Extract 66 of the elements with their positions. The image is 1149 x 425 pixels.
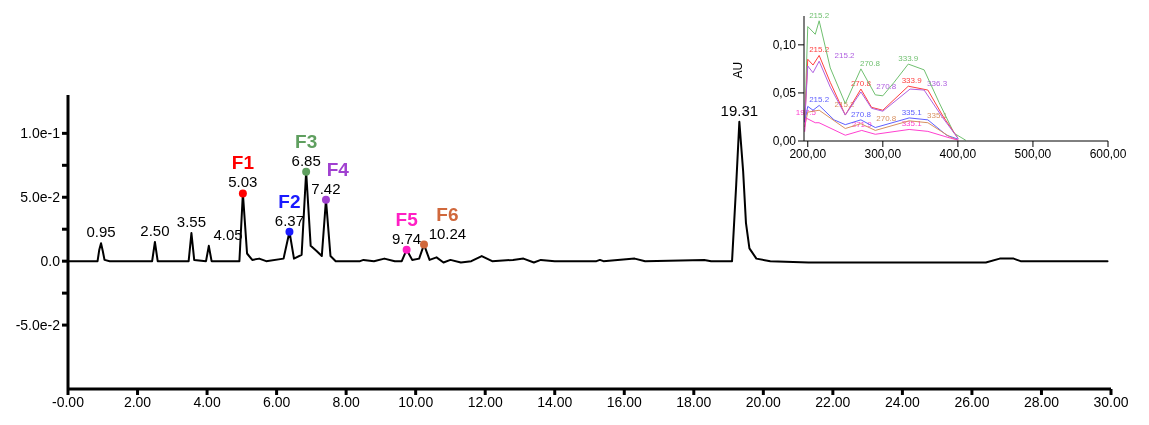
x-tick-label: 300,00 — [864, 146, 902, 161]
x-tick-label: 28.00 — [1023, 393, 1060, 410]
annotation: 6.37 — [274, 211, 305, 229]
annotation: 333.9 — [898, 54, 919, 64]
annotation: 215.2 — [809, 10, 830, 20]
x-tick-label: 30.00 — [1093, 393, 1129, 410]
annotation: 215.2 — [809, 95, 830, 105]
annotation: 215.2 — [834, 51, 856, 61]
annotation: 9.74 — [392, 229, 422, 247]
annotation: 333.9 — [901, 76, 923, 86]
series-label: F4 — [326, 158, 350, 180]
annotation: 270.8 — [876, 113, 897, 123]
point — [402, 245, 411, 254]
annotation: 5.03 — [228, 173, 258, 191]
series-label: F1 — [231, 152, 255, 174]
x-tick-label: 4.00 — [193, 393, 221, 410]
point — [285, 227, 294, 236]
x-tick-label: 24.00 — [884, 393, 921, 410]
annotation: 270.8 — [850, 79, 872, 89]
series-label: F2 — [278, 190, 301, 212]
y-axis-title: AU — [731, 61, 746, 79]
series-label: F5 — [395, 208, 419, 230]
point — [321, 195, 330, 204]
point — [238, 189, 247, 198]
x-tick-label: 10.00 — [398, 393, 434, 410]
annotation: 0.95 — [86, 223, 116, 241]
x-tick-label: 16.00 — [606, 393, 642, 410]
x-tick-label: 22.00 — [815, 393, 851, 410]
x-tick-label: 2.00 — [123, 393, 152, 410]
x-tick-label: -0.00 — [52, 393, 85, 410]
annotation: 2.50 — [140, 222, 170, 239]
x-tick-label: 26.00 — [954, 393, 990, 410]
annotation: 335.1 — [901, 107, 923, 117]
annotation: 215.2 — [809, 45, 830, 55]
line-series — [804, 117, 959, 141]
y-tick-label: 0,05 — [772, 86, 797, 101]
annotation: 270.8 — [859, 58, 881, 68]
x-tick-label: 200,00 — [789, 146, 827, 161]
annotation: 10.24 — [428, 224, 467, 242]
x-tick-label: 8.00 — [332, 393, 360, 410]
x-tick-label: 500,00 — [1014, 146, 1052, 161]
point — [420, 240, 428, 249]
annotation: 336.3 — [927, 79, 948, 89]
x-tick-label: 400,00 — [939, 146, 977, 161]
series-label: F3 — [295, 130, 318, 152]
x-tick-label: 12.00 — [467, 393, 503, 410]
annotation: 335.1 — [901, 119, 923, 129]
annotation: 7.42 — [311, 179, 341, 197]
x-tick-label: 20.00 — [745, 393, 782, 410]
y-tick-label: -5.0e-2 — [15, 317, 61, 334]
annotation: 270.8 — [876, 81, 897, 91]
x-tick-label: 14.00 — [537, 393, 573, 410]
y-tick-label: 0.0 — [40, 253, 61, 270]
annotation: 3.55 — [176, 213, 207, 231]
annotation: 6.85 — [291, 151, 321, 169]
series-label: F6 — [436, 203, 459, 225]
x-tick-label: 18.00 — [676, 393, 712, 410]
y-tick-label: 1.0e-1 — [20, 125, 61, 142]
y-tick-label: 5.0e-2 — [20, 189, 61, 206]
point — [302, 167, 311, 176]
y-tick-label: 0,10 — [772, 38, 797, 53]
x-tick-label: 6.00 — [262, 393, 291, 410]
x-tick-label: 600,00 — [1089, 146, 1127, 161]
annotation: 270.8 — [850, 109, 872, 119]
y-tick-label: 0,00 — [772, 134, 797, 149]
annotation: 19.31 — [720, 101, 759, 119]
